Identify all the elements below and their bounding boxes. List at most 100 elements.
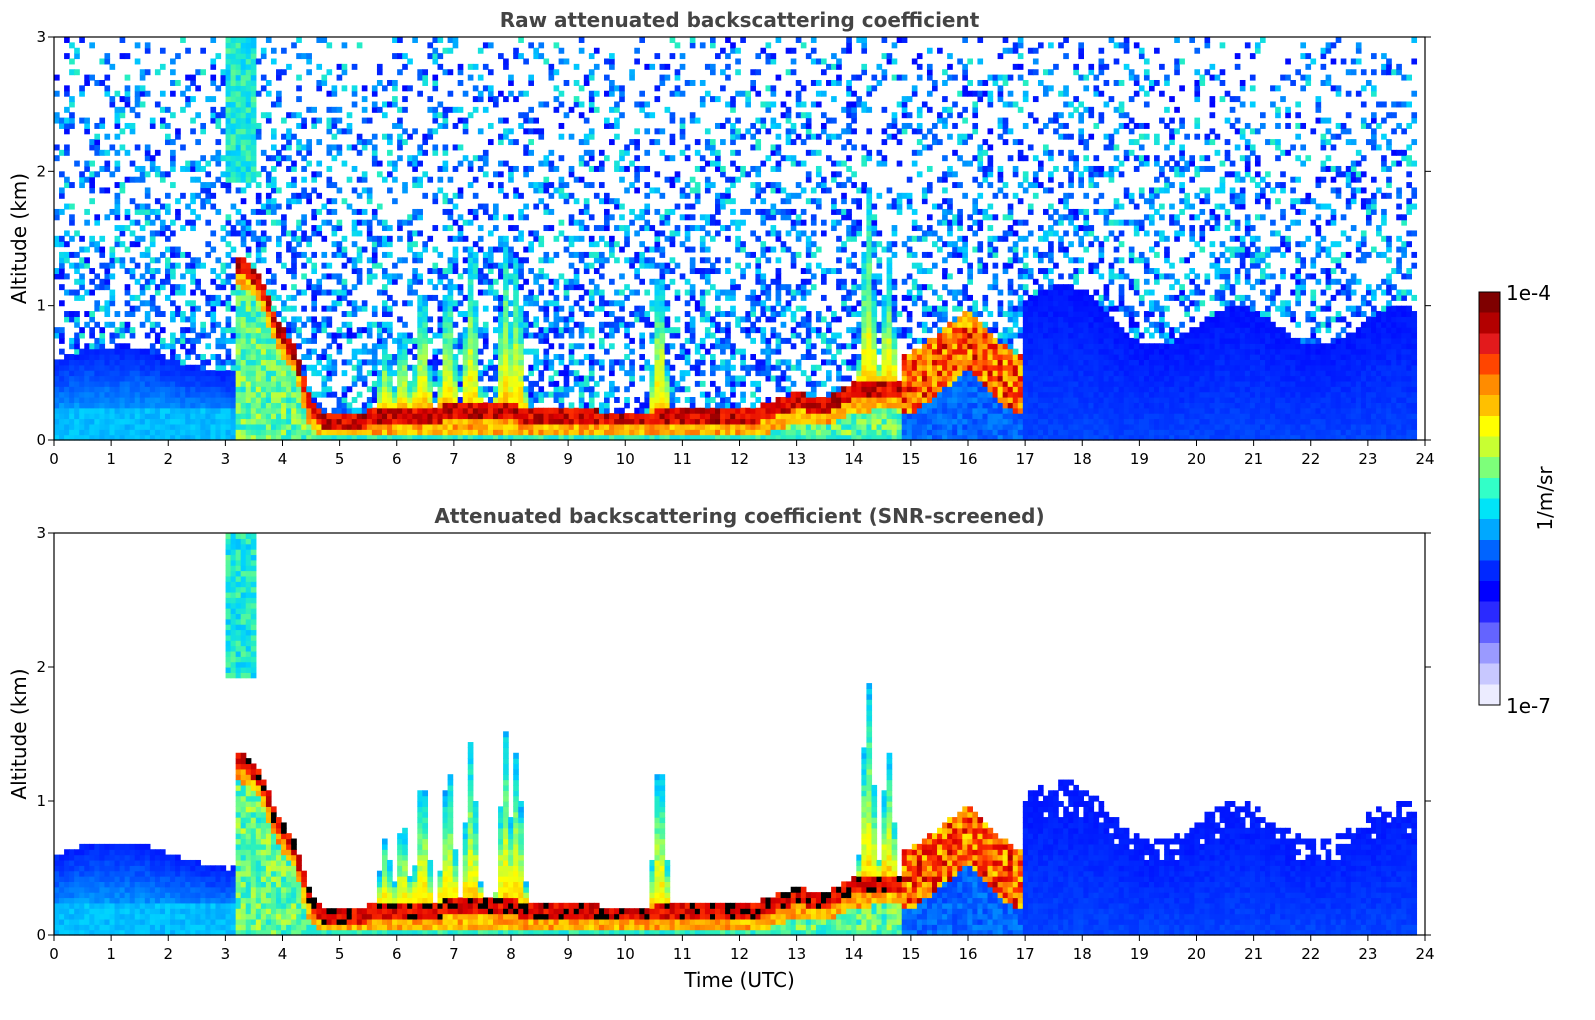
heatmap-cell xyxy=(200,289,206,296)
heatmap-cell xyxy=(725,257,731,264)
heatmap-cell xyxy=(240,58,247,65)
heatmap-cell xyxy=(99,278,106,285)
heatmap-cell xyxy=(442,413,449,420)
heatmap-cell xyxy=(397,122,403,129)
heatmap-cell xyxy=(230,96,237,103)
heatmap-cell xyxy=(725,375,731,382)
heatmap-cell xyxy=(381,268,388,275)
heatmap-cell xyxy=(619,155,625,162)
heatmap-cell xyxy=(84,380,90,387)
heatmap-cell xyxy=(730,122,736,129)
heatmap-cell xyxy=(720,418,726,425)
heatmap-cell xyxy=(624,343,630,350)
heatmap-cell xyxy=(387,413,393,420)
heatmap-cell xyxy=(573,423,580,430)
heatmap-cell xyxy=(397,364,403,371)
heatmap-cell xyxy=(114,133,121,140)
heatmap-cell xyxy=(654,53,661,60)
heatmap-cell xyxy=(371,354,378,360)
heatmap-cell xyxy=(679,241,686,248)
heatmap-cell xyxy=(260,289,267,296)
heatmap-cell xyxy=(381,289,388,296)
heatmap-cell xyxy=(260,219,267,226)
heatmap-cell xyxy=(669,53,676,60)
heatmap-cell xyxy=(402,375,408,382)
heatmap-cell xyxy=(528,321,534,328)
heatmap-cell xyxy=(720,165,726,172)
heatmap-cell xyxy=(402,434,408,441)
heatmap-cell xyxy=(59,434,65,441)
heatmap-cell xyxy=(245,165,252,172)
heatmap-cell xyxy=(513,380,519,387)
heatmap-cell xyxy=(159,397,166,403)
heatmap-cell xyxy=(109,386,116,393)
heatmap-cell xyxy=(760,160,767,167)
heatmap-cell xyxy=(291,182,297,189)
heatmap-cell xyxy=(154,359,161,366)
heatmap-cell xyxy=(699,343,706,350)
heatmap-cell xyxy=(64,407,70,414)
heatmap-cell xyxy=(154,386,161,393)
heatmap-cell xyxy=(170,79,176,86)
heatmap-cell xyxy=(538,327,545,334)
heatmap-cell xyxy=(286,182,292,189)
heatmap-cell xyxy=(447,386,454,393)
heatmap-cell xyxy=(770,203,777,210)
heatmap-cell xyxy=(336,225,343,232)
heatmap-cell xyxy=(745,332,751,339)
heatmap-cell xyxy=(104,364,111,371)
heatmap-cell xyxy=(598,235,605,242)
heatmap-cell xyxy=(336,241,343,248)
heatmap-cell xyxy=(407,407,413,414)
heatmap-cell xyxy=(720,198,726,205)
heatmap-cell xyxy=(578,112,585,119)
heatmap-cell xyxy=(528,423,534,430)
heatmap-cell xyxy=(94,354,101,360)
heatmap-cell xyxy=(245,354,252,360)
heatmap-cell xyxy=(321,203,328,210)
heatmap-cell xyxy=(296,407,302,414)
heatmap-cell xyxy=(503,397,509,403)
heatmap-cell xyxy=(649,332,656,339)
heatmap-cell xyxy=(129,429,136,436)
heatmap-cell xyxy=(467,337,474,344)
heatmap-cell xyxy=(644,262,651,269)
heatmap-cell xyxy=(165,429,171,436)
heatmap-cell xyxy=(321,364,328,371)
heatmap-cell xyxy=(452,354,459,360)
heatmap-cell xyxy=(134,278,141,285)
heatmap-cell xyxy=(730,434,736,441)
heatmap-cell xyxy=(624,321,630,328)
heatmap-cell xyxy=(225,391,232,398)
heatmap-cell xyxy=(725,337,731,344)
heatmap-cell xyxy=(659,316,666,323)
heatmap-cell xyxy=(659,332,666,339)
heatmap-cell xyxy=(159,364,166,371)
heatmap-cell xyxy=(402,386,408,393)
heatmap-cell xyxy=(558,187,565,194)
heatmap-cell xyxy=(402,413,408,420)
heatmap-cell xyxy=(84,375,90,382)
heatmap-cell xyxy=(286,139,292,146)
heatmap-cell xyxy=(255,429,262,436)
heatmap-cell xyxy=(624,225,630,232)
heatmap-cell xyxy=(442,321,449,328)
heatmap-cell xyxy=(624,241,630,248)
heatmap-cell xyxy=(760,198,767,205)
heatmap-cell xyxy=(175,289,181,296)
heatmap-cell xyxy=(296,327,302,334)
heatmap-cell xyxy=(755,327,762,334)
heatmap-cell xyxy=(306,348,312,355)
heatmap-cell xyxy=(598,434,605,441)
heatmap-cell xyxy=(381,407,388,414)
heatmap-cell xyxy=(144,300,151,307)
heatmap-cell xyxy=(477,74,484,81)
heatmap-cell xyxy=(99,187,106,194)
heatmap-cell xyxy=(94,343,101,350)
heatmap-cell xyxy=(356,278,363,285)
heatmap-cell xyxy=(94,144,101,151)
heatmap-cell xyxy=(387,434,393,441)
heatmap-cell xyxy=(376,160,383,167)
heatmap-cell xyxy=(462,316,469,323)
heatmap-cell xyxy=(170,160,176,167)
